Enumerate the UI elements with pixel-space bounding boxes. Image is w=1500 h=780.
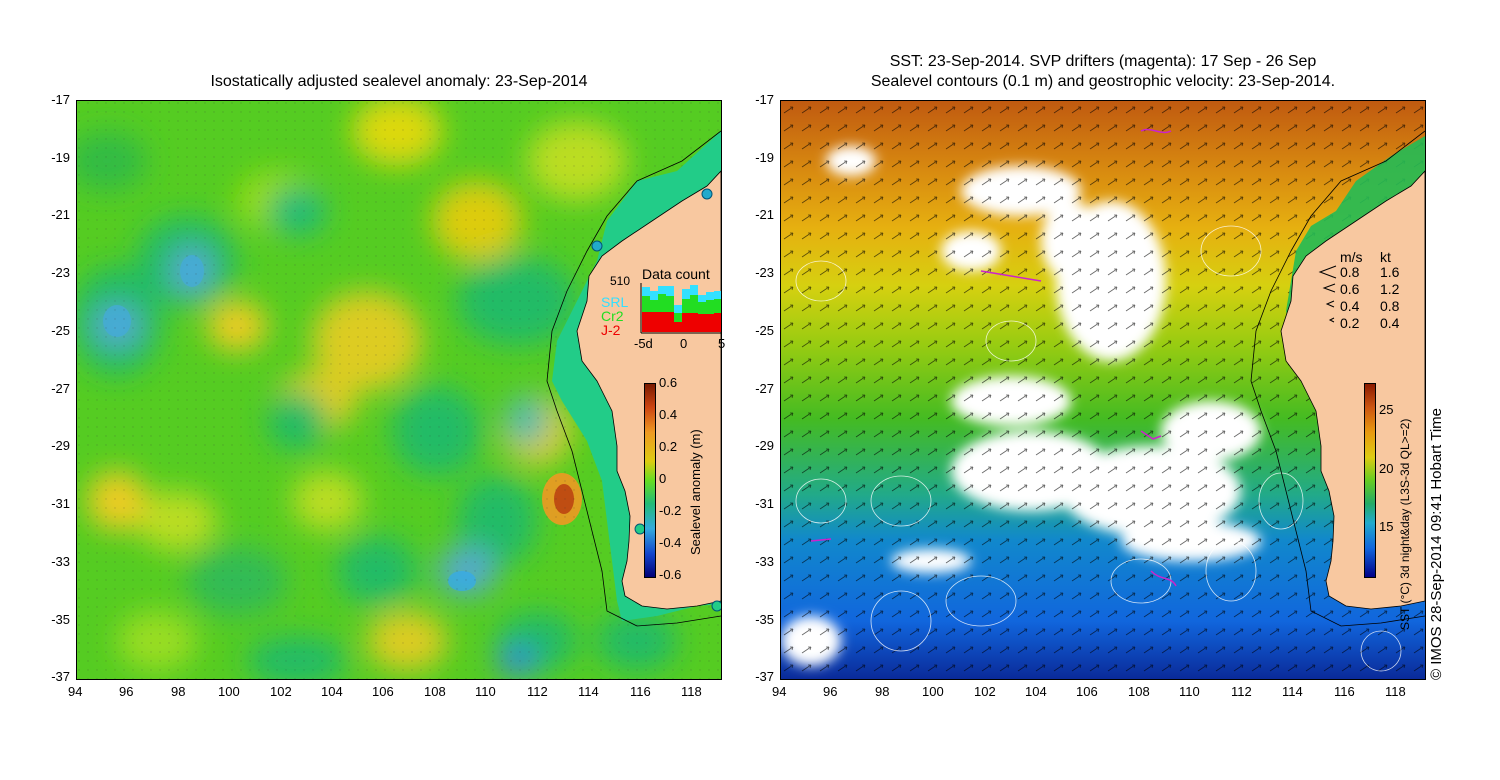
x-tick: 102	[270, 684, 292, 699]
vel-kt-value: 0.8	[1380, 298, 1400, 314]
legend-cr2: Cr2	[601, 308, 624, 324]
y-tick: -25	[51, 323, 70, 338]
imos-credit: © IMOS 28-Sep-2014 09:41 Hobart Time	[1428, 407, 1445, 680]
y-tick: -27	[51, 381, 70, 396]
legend-j2: J-2	[601, 322, 621, 338]
x-tick: 108	[424, 684, 446, 699]
sst-colorbar	[1364, 383, 1376, 578]
right-panel-title-line1: SST: 23-Sep-2014. SVP drifters (magenta)…	[889, 53, 1317, 70]
y-tick: -19	[755, 150, 774, 165]
y-tick: -23	[755, 265, 774, 280]
y-tick: -17	[755, 92, 774, 107]
cbar-tick: 0.4	[659, 407, 678, 422]
x-tick: 100	[218, 684, 240, 699]
sst-svg	[781, 101, 1425, 679]
x-tick: 112	[1231, 684, 1252, 699]
data-count-max: 510	[610, 274, 631, 288]
y-tick: -31	[51, 496, 70, 511]
sst-colorbar-label: SST (°C) 3d night&day (L3S-3d QL>=2)	[1398, 418, 1412, 630]
australia-land-right	[1280, 170, 1425, 610]
y-tick: -35	[51, 612, 70, 627]
y-tick: -35	[755, 612, 774, 627]
cbar-tick: 0	[659, 471, 667, 486]
data-count-bars	[640, 283, 722, 334]
cbar-tick: 0.2	[659, 439, 678, 454]
y-tick: -31	[755, 496, 774, 511]
cbar-tick: 0.6	[659, 375, 678, 390]
right-panel-title-line2: Sealevel contours (0.1 m) and geostrophi…	[870, 73, 1336, 90]
vel-ms-value: 0.4	[1340, 298, 1360, 314]
x-tick: 108	[1128, 684, 1150, 699]
y-tick: -29	[755, 438, 774, 453]
x-tick: 116	[1334, 684, 1355, 699]
vel-ms-value: 0.8	[1340, 264, 1360, 280]
y-tick: -27	[755, 381, 774, 396]
data-count-x-tick: 5	[718, 336, 726, 351]
vel-ms-value: 0.6	[1340, 281, 1360, 297]
vel-header-kt: kt	[1380, 249, 1391, 265]
data-count-x-tick: 0	[680, 336, 688, 351]
cbar-tick: -0.4	[659, 535, 682, 550]
left-panel-title: Isostatically adjusted sealevel anomaly:…	[210, 73, 588, 90]
cbar-tick: 25	[1379, 402, 1394, 417]
cbar-tick: 15	[1379, 519, 1394, 534]
x-tick: 116	[630, 684, 651, 699]
x-tick: 118	[681, 684, 702, 699]
y-tick: -37	[51, 669, 70, 684]
x-tick: 114	[1282, 684, 1303, 699]
y-tick: -17	[51, 92, 70, 107]
data-count-x-tick: -5d	[634, 336, 653, 351]
sealevel-colorbar-label: Sealevel anomaly (m)	[688, 429, 703, 555]
sealevel-anomaly-map	[76, 100, 722, 680]
x-tick: 112	[527, 684, 548, 699]
x-tick: 100	[922, 684, 944, 699]
y-tick: -21	[51, 207, 70, 222]
cbar-tick: 20	[1379, 461, 1394, 476]
vel-header-ms: m/s	[1340, 249, 1363, 265]
x-tick: 106	[372, 684, 394, 699]
vel-kt-value: 0.4	[1380, 315, 1400, 331]
vel-ms-value: 0.2	[1340, 315, 1360, 331]
vel-kt-value: 1.2	[1380, 281, 1400, 297]
vel-kt-value: 1.6	[1380, 264, 1400, 280]
x-tick: 118	[1385, 684, 1406, 699]
y-tick: -25	[755, 323, 774, 338]
x-tick: 110	[475, 684, 496, 699]
cbar-tick: -0.6	[659, 567, 682, 582]
y-tick: -37	[755, 669, 774, 684]
y-tick: -21	[755, 207, 774, 222]
x-tick: 110	[1179, 684, 1200, 699]
velocity-arrows	[1318, 265, 1337, 323]
y-tick: -19	[51, 150, 70, 165]
x-tick: 104	[1025, 684, 1047, 699]
y-tick: -23	[51, 265, 70, 280]
data-count-title: Data count	[642, 266, 710, 282]
y-tick: -33	[755, 554, 774, 569]
x-tick: 102	[974, 684, 996, 699]
x-tick: 94	[772, 684, 787, 699]
y-tick: -29	[51, 438, 70, 453]
sst-map	[780, 100, 1426, 680]
x-tick: 106	[1076, 684, 1098, 699]
cbar-tick: -0.2	[659, 503, 682, 518]
x-tick: 98	[171, 684, 186, 699]
x-tick: 104	[321, 684, 343, 699]
x-tick: 98	[875, 684, 890, 699]
x-tick: 94	[68, 684, 83, 699]
x-tick: 96	[119, 684, 134, 699]
legend-srl: SRL	[601, 294, 629, 310]
y-tick: -33	[51, 554, 70, 569]
x-tick: 114	[578, 684, 599, 699]
x-tick: 96	[823, 684, 838, 699]
sealevel-anomaly-svg	[77, 101, 721, 679]
sealevel-colorbar	[644, 383, 656, 578]
